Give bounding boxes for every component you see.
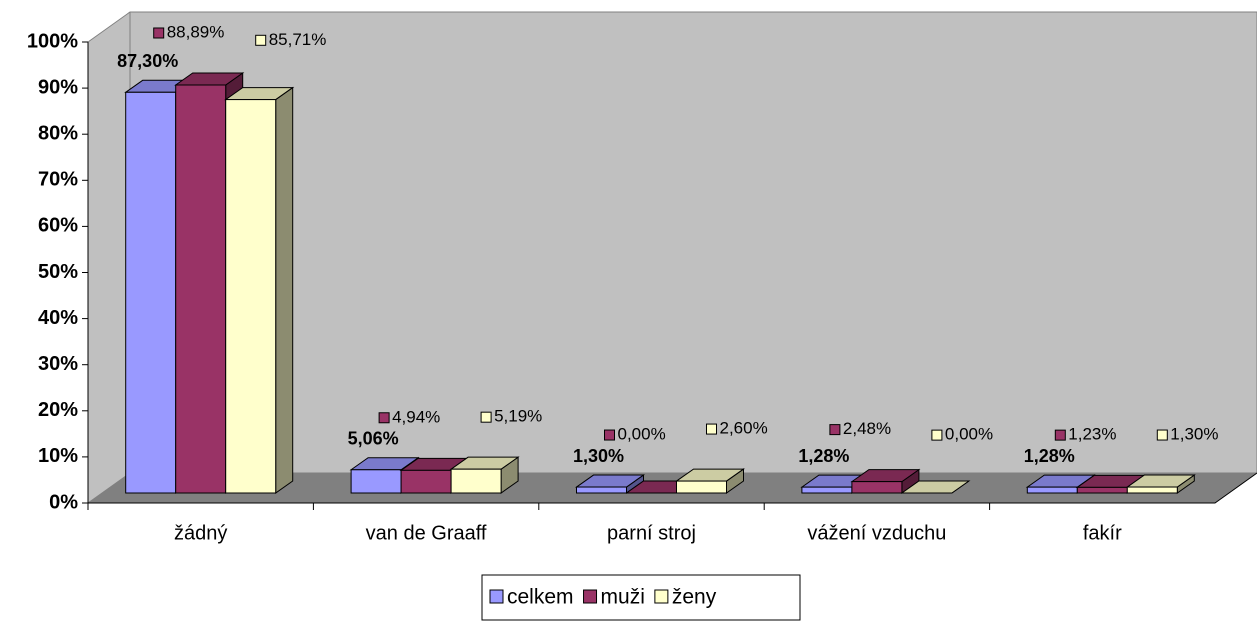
- bar: [1076, 486, 1128, 494]
- bar: [225, 99, 277, 494]
- bar: [576, 486, 627, 494]
- value-label: 2,48%: [843, 419, 891, 438]
- value-label: 1,28%: [1024, 446, 1075, 466]
- x-tick-label: van de Graaff: [366, 522, 487, 544]
- value-label-key: [378, 412, 390, 424]
- bar: [851, 481, 903, 494]
- legend-label: muži: [601, 586, 645, 609]
- value-label: 88,89%: [167, 22, 225, 41]
- value-label: 1,28%: [798, 446, 849, 466]
- legend: [481, 574, 801, 621]
- bar: [450, 468, 502, 494]
- value-label: 2,60%: [720, 419, 768, 438]
- bar: [676, 480, 727, 494]
- value-label-key: [153, 27, 165, 39]
- bar: [125, 91, 177, 494]
- x-tick-label: žádný: [174, 522, 227, 544]
- bar: [1026, 486, 1078, 494]
- bar: [175, 84, 227, 494]
- value-label: 5,19%: [494, 407, 542, 426]
- value-label-key: [706, 423, 717, 435]
- y-tick-label: 100%: [27, 30, 78, 52]
- y-tick-label: 30%: [38, 353, 78, 375]
- value-label-key: [1054, 429, 1066, 441]
- value-label: 1,30%: [1170, 425, 1218, 444]
- value-label: 85,71%: [269, 30, 327, 49]
- legend-key: [583, 589, 598, 604]
- y-tick-label: 40%: [38, 307, 78, 329]
- value-label: 4,94%: [392, 407, 440, 426]
- value-label-key: [829, 424, 841, 436]
- legend-key: [489, 589, 504, 604]
- x-tick-label: fakír: [1083, 522, 1122, 544]
- x-tick-label: parní stroj: [607, 522, 696, 544]
- value-label-key: [1156, 429, 1168, 441]
- value-label: 0,00%: [945, 425, 993, 444]
- value-label: 0,00%: [618, 425, 666, 444]
- x-tick-label: vážení vzduchu: [807, 522, 946, 544]
- value-label: 5,06%: [348, 429, 399, 449]
- y-tick-label: 20%: [38, 399, 78, 421]
- value-label-key: [480, 411, 492, 423]
- value-label-key: [604, 429, 615, 441]
- y-tick-label: 80%: [38, 122, 78, 144]
- bar: [350, 469, 402, 494]
- value-label: 1,23%: [1068, 425, 1116, 444]
- legend-label: ženy: [672, 586, 717, 609]
- x-axis: [88, 472, 1257, 504]
- legend-label: celkem: [507, 586, 574, 609]
- value-label-key: [931, 429, 943, 441]
- y-tick-label: 50%: [38, 261, 78, 283]
- y-tick-label: 0%: [49, 491, 78, 513]
- bar-side: [275, 86, 294, 494]
- value-label-key: [255, 34, 267, 46]
- value-label: 87,30%: [117, 51, 178, 71]
- y-tick-label: 10%: [38, 445, 78, 467]
- y-tick-label: 90%: [38, 76, 78, 98]
- value-label: 1,30%: [573, 446, 624, 466]
- bar-top: [900, 480, 971, 494]
- y-tick-label: 70%: [38, 169, 78, 191]
- y-tick-label: 60%: [38, 215, 78, 237]
- bar: [400, 469, 452, 494]
- legend-key: [654, 589, 669, 604]
- bar: [801, 486, 853, 494]
- bar: [1126, 486, 1178, 494]
